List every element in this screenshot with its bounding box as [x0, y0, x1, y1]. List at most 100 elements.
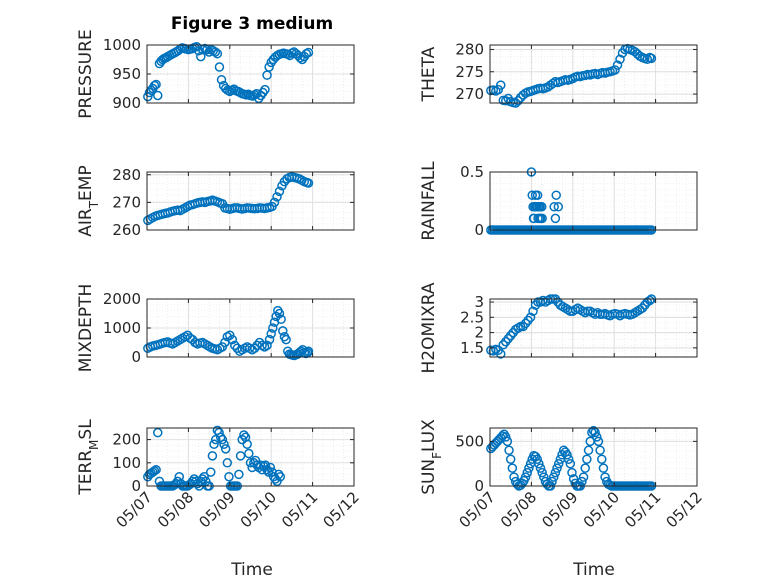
- data-point: [537, 202, 547, 212]
- y-tick-label: 0: [131, 477, 141, 495]
- data-point: [565, 458, 576, 469]
- plot-area: [147, 172, 354, 230]
- data-point: [583, 445, 594, 456]
- data-point: [550, 467, 561, 478]
- x-tick-label: 05/12: [320, 488, 363, 531]
- y-tick-label: 260: [112, 221, 141, 239]
- data-point: [262, 340, 272, 351]
- data-point: [551, 190, 561, 200]
- series-points: [143, 172, 314, 226]
- subplot-pressure: 900 950 1000 PRESSURE: [76, 29, 355, 119]
- data-point: [244, 448, 254, 459]
- data-point: [528, 306, 538, 316]
- y-axis-label: TERRMSL: [76, 419, 101, 496]
- axes-box: [489, 298, 698, 358]
- data-point: [220, 444, 231, 454]
- data-point: [524, 463, 534, 473]
- y-tick-label: 0: [474, 221, 484, 239]
- data-point: [265, 462, 276, 473]
- y-tick-label: 2000: [103, 290, 141, 308]
- data-point: [303, 346, 314, 356]
- y-tick-label: 1.5: [460, 339, 484, 357]
- y-tick-label: 0: [131, 348, 141, 366]
- y-tick-label: 2: [474, 324, 484, 342]
- data-point: [260, 84, 270, 95]
- data-point: [224, 471, 234, 482]
- data-point: [153, 90, 163, 101]
- data-point: [151, 79, 161, 90]
- axes-box: [146, 171, 355, 231]
- y-axis-label: H2OMIXRA: [419, 282, 439, 373]
- x-tick-label: 05/08: [497, 488, 540, 531]
- data-point: [502, 436, 513, 447]
- data-point: [534, 213, 545, 224]
- data-point: [219, 439, 229, 449]
- data-point: [268, 323, 278, 333]
- y-tick-label: 900: [112, 94, 141, 112]
- data-point: [549, 472, 559, 482]
- x-tick-label: 05/12: [663, 488, 706, 531]
- data-point: [199, 471, 209, 482]
- data-point: [522, 467, 533, 478]
- x-tick-label: 05/11: [621, 488, 664, 531]
- data-point: [153, 427, 163, 438]
- data-point: [504, 445, 514, 456]
- y-tick-label: 200: [112, 431, 141, 449]
- data-point: [525, 312, 536, 323]
- data-point: [266, 329, 276, 339]
- data-point: [597, 454, 607, 464]
- data-point: [535, 463, 546, 473]
- data-point: [580, 463, 590, 473]
- x-axis-label-right: Time: [572, 560, 615, 580]
- data-point: [528, 213, 539, 224]
- y-tick-label: 275: [455, 63, 484, 81]
- axes-box: [489, 427, 698, 487]
- data-point: [530, 202, 541, 212]
- data-point: [527, 190, 537, 200]
- x-axis-label-left: Time: [230, 560, 273, 580]
- data-point: [202, 44, 212, 55]
- y-tick-label: 280: [455, 40, 484, 58]
- data-point: [549, 202, 559, 212]
- data-point: [235, 451, 246, 461]
- data-point: [227, 334, 238, 345]
- axes-box: [489, 171, 698, 231]
- data-point: [578, 472, 589, 482]
- y-axis-label: AIRTEMP: [76, 165, 101, 236]
- data-point: [500, 432, 511, 442]
- data-point: [230, 340, 240, 351]
- x-tick-label: 05/11: [278, 488, 321, 531]
- y-tick-label: 950: [112, 65, 141, 83]
- data-point: [216, 75, 227, 85]
- subplot-h2omixra: 1.522.53 H2OMIXRA: [419, 282, 698, 374]
- data-point: [242, 439, 252, 449]
- data-point: [217, 434, 228, 445]
- x-tick-label: 05/10: [580, 488, 623, 531]
- y-axis-label: MIXDEPTH: [76, 284, 96, 373]
- plot-area: [490, 172, 697, 230]
- series-points: [143, 41, 314, 104]
- data-point: [276, 314, 286, 325]
- data-point: [612, 60, 623, 70]
- data-point: [222, 458, 233, 468]
- data-point: [212, 48, 223, 59]
- data-point: [274, 308, 285, 319]
- data-point: [534, 458, 544, 469]
- data-point: [615, 54, 625, 65]
- data-point: [537, 467, 547, 478]
- subplot-sun-flux: 050005/0705/0805/0905/1005/1105/12SUNFLU…: [419, 419, 706, 532]
- data-point: [642, 54, 653, 65]
- data-point: [303, 178, 314, 188]
- data-point: [646, 53, 657, 64]
- data-point: [520, 472, 531, 482]
- data-point: [207, 451, 218, 461]
- subplot-terr-msl: 010020005/0705/0805/0905/1005/1105/12TER…: [76, 419, 363, 532]
- y-tick-label: 270: [455, 85, 484, 103]
- data-point: [550, 213, 561, 224]
- y-tick-label: 270: [112, 193, 141, 211]
- data-point: [610, 65, 620, 75]
- data-point: [496, 349, 506, 359]
- y-tick-label: 0: [474, 477, 484, 495]
- x-tick-label: 05/08: [154, 488, 197, 531]
